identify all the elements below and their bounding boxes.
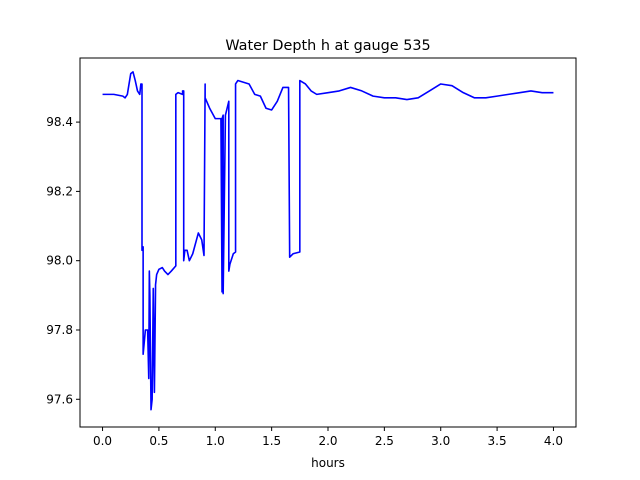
y-tick-label: 98.2	[46, 184, 73, 198]
x-tick-label: 2.0	[318, 434, 337, 448]
y-tick-label: 97.8	[46, 323, 73, 337]
y-tick-label: 98.0	[46, 254, 73, 268]
x-axis: 0.0 0.5 1.0 1.5 2.0 2.5 3.0 3.5 4.0	[93, 427, 563, 448]
y-tick-label: 97.6	[46, 392, 73, 406]
y-tick-label: 98.4	[46, 115, 73, 129]
x-axis-label: hours	[311, 456, 345, 470]
y-axis: 97.6 97.8 98.0 98.2 98.4	[46, 115, 80, 406]
series-line-0	[102, 71, 554, 411]
x-tick-label: 0.5	[149, 434, 168, 448]
x-tick-label: 1.0	[206, 434, 225, 448]
x-tick-label: 1.5	[262, 434, 281, 448]
x-tick-label: 2.5	[375, 434, 394, 448]
x-tick-label: 4.0	[544, 434, 563, 448]
x-tick-label: 0.0	[93, 434, 112, 448]
x-tick-label: 3.0	[431, 434, 450, 448]
x-tick-label: 3.5	[488, 434, 507, 448]
chart-title: Water Depth h at gauge 535	[225, 38, 430, 54]
plot-area	[102, 71, 554, 411]
